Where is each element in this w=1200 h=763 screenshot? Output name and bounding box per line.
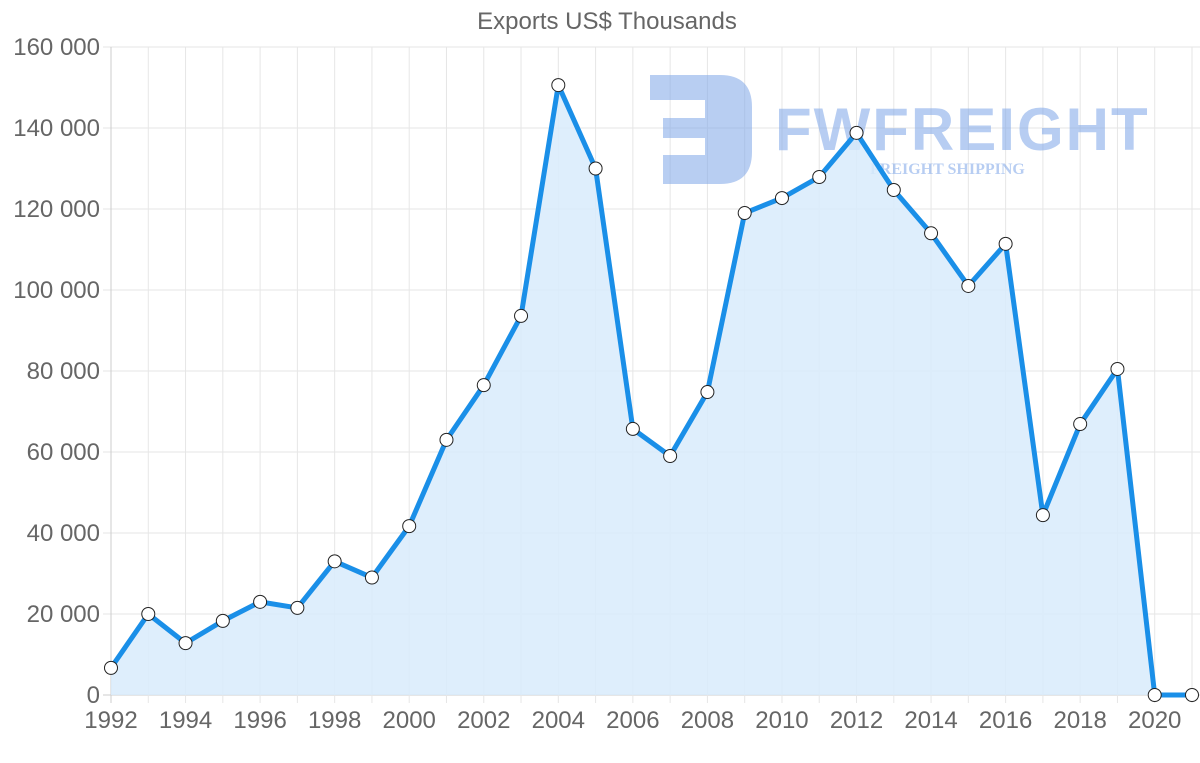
svg-text:2016: 2016 — [979, 707, 1032, 734]
svg-text:120 000: 120 000 — [13, 196, 100, 223]
svg-text:100 000: 100 000 — [13, 277, 100, 304]
svg-text:2018: 2018 — [1053, 707, 1106, 734]
svg-text:2004: 2004 — [532, 707, 585, 734]
svg-text:1992: 1992 — [84, 707, 137, 734]
y-axis-ticks: 0 20 000 40 000 60 000 80 000 100 000 120 000 1… — [13, 34, 100, 709]
svg-text:40 000: 40 000 — [27, 520, 100, 547]
svg-text:2008: 2008 — [681, 707, 734, 734]
svg-text:1998: 1998 — [308, 707, 361, 734]
svg-text:2002: 2002 — [457, 707, 510, 734]
svg-text:2014: 2014 — [904, 707, 957, 734]
svg-text:80 000: 80 000 — [27, 358, 100, 385]
svg-text:160 000: 160 000 — [13, 34, 100, 61]
fwfreight-logo-icon — [650, 75, 752, 184]
fwfreight-watermark: FWFREIGHT FREIGHT SHIPPING — [650, 75, 1150, 184]
svg-text:140 000: 140 000 — [13, 115, 100, 142]
svg-text:60 000: 60 000 — [27, 439, 100, 466]
area-fill — [111, 85, 1192, 695]
svg-text:1994: 1994 — [159, 707, 212, 734]
svg-text:2020: 2020 — [1128, 707, 1181, 734]
svg-text:2000: 2000 — [383, 707, 436, 734]
svg-text:0: 0 — [87, 682, 100, 709]
svg-text:FREIGHT SHIPPING: FREIGHT SHIPPING — [870, 161, 1025, 178]
svg-text:2012: 2012 — [830, 707, 883, 734]
data-points — [104, 78, 1199, 702]
svg-text:1996: 1996 — [233, 707, 286, 734]
svg-text:FWFREIGHT: FWFREIGHT — [775, 96, 1150, 163]
chart-title: Exports US$ Thousands — [477, 8, 737, 35]
svg-text:20 000: 20 000 — [27, 601, 100, 628]
svg-text:2010: 2010 — [755, 707, 808, 734]
x-axis-ticks: 1992 1994 1996 1998 2000 2002 2004 2006 2008 2010… — [84, 707, 1181, 734]
svg-text:2006: 2006 — [606, 707, 659, 734]
